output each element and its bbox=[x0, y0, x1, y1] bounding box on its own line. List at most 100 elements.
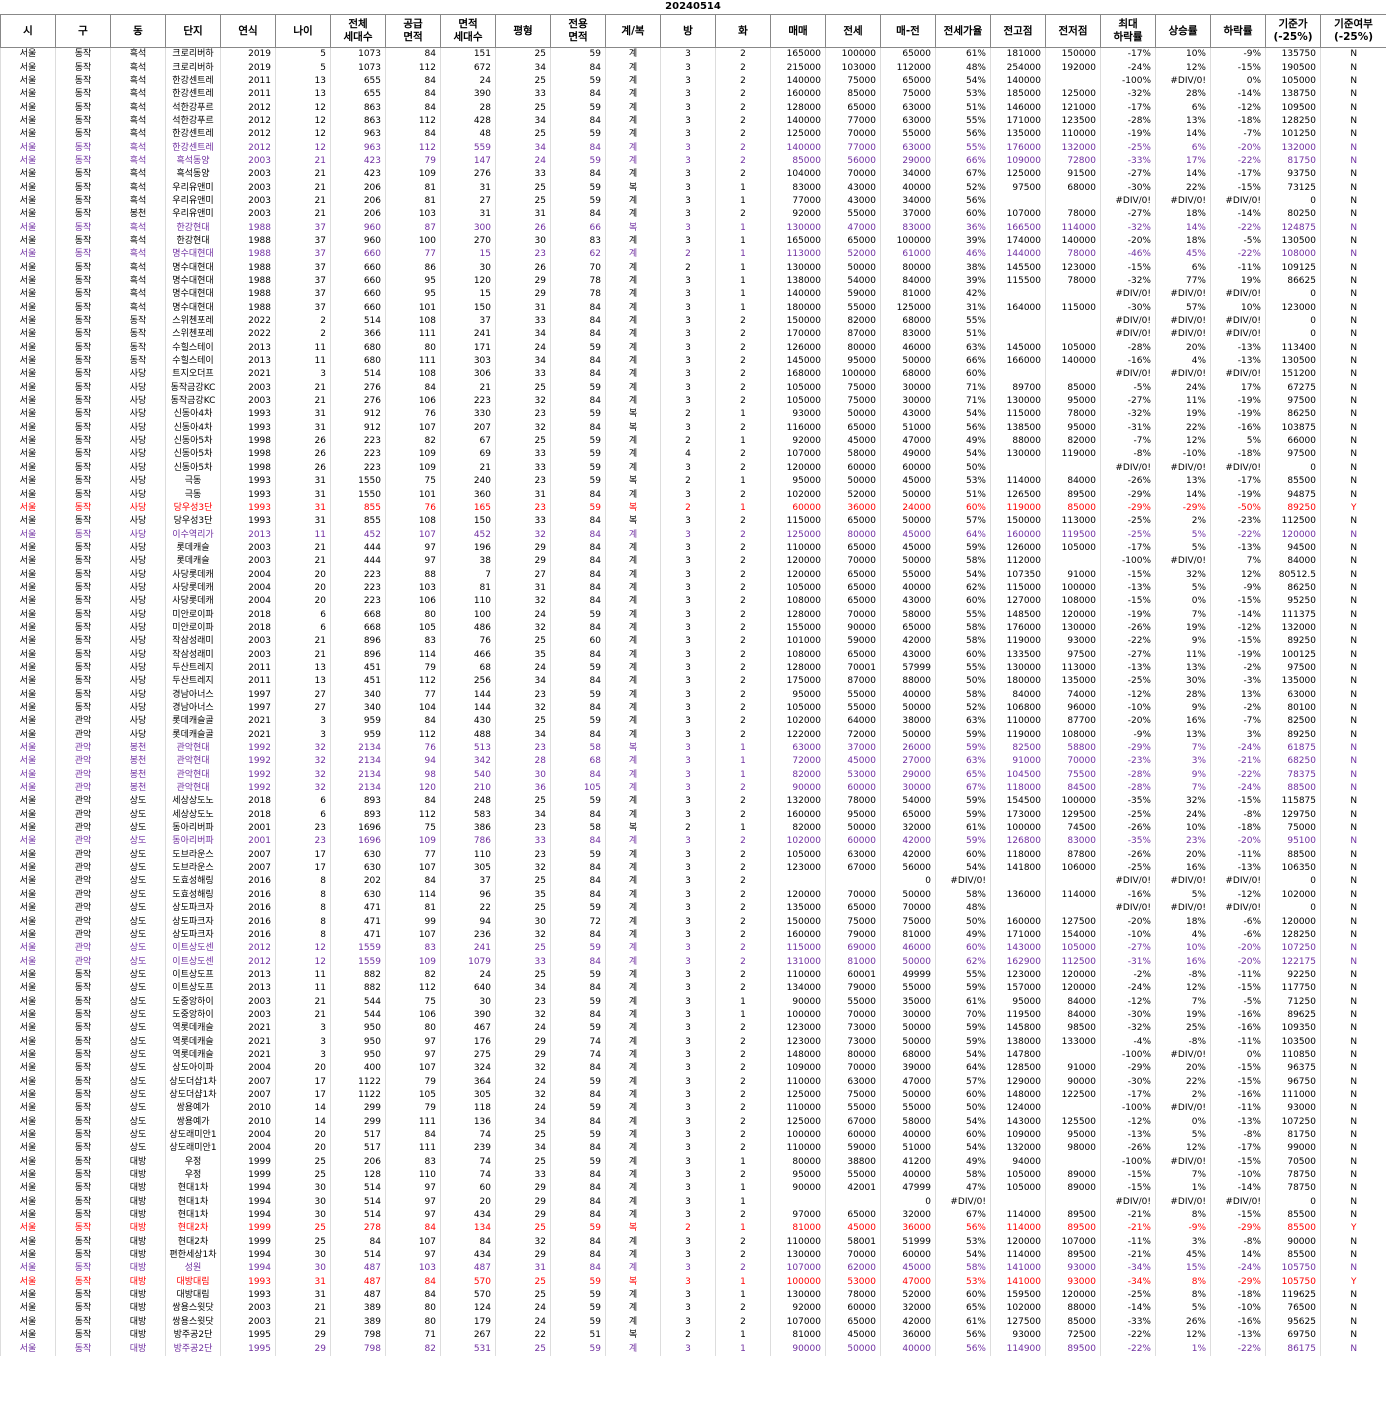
table-cell[interactable]: 75000 bbox=[880, 88, 936, 102]
table-cell[interactable]: 서울 bbox=[0, 1048, 56, 1063]
column-header[interactable]: 매-전 bbox=[880, 14, 936, 48]
table-cell[interactable]: 65000 bbox=[825, 515, 881, 529]
table-cell[interactable]: 동작 bbox=[55, 274, 111, 289]
table-cell[interactable]: 동작 bbox=[55, 1342, 111, 1356]
table-cell[interactable]: -8% bbox=[1210, 1128, 1266, 1143]
table-cell[interactable]: 서울 bbox=[0, 902, 56, 916]
table-cell[interactable]: 55% bbox=[935, 114, 991, 129]
table-cell[interactable]: 174000 bbox=[990, 234, 1046, 249]
table-cell[interactable]: 25 bbox=[495, 1128, 551, 1143]
table-cell[interactable]: -19% bbox=[1100, 128, 1156, 142]
table-cell[interactable]: 37 bbox=[275, 248, 331, 262]
table-cell[interactable]: 관악 bbox=[55, 888, 111, 902]
table-cell[interactable]: 93000 bbox=[1045, 1262, 1101, 1276]
table-cell[interactable]: 26 bbox=[495, 221, 551, 235]
table-cell[interactable]: 2 bbox=[715, 781, 771, 796]
table-cell[interactable]: 7% bbox=[1210, 555, 1266, 569]
table-cell[interactable]: 160000 bbox=[770, 88, 826, 102]
table-cell[interactable]: 30000 bbox=[880, 394, 936, 409]
table-cell[interactable]: -13% bbox=[1210, 541, 1266, 556]
table-cell[interactable]: 상도 bbox=[110, 821, 166, 836]
table-cell[interactable]: 91000 bbox=[1045, 1062, 1101, 1076]
table-cell[interactable]: 5 bbox=[275, 47, 331, 62]
table-cell[interactable]: 이트상도센 bbox=[165, 942, 221, 956]
table-cell[interactable]: -12% bbox=[1210, 621, 1266, 636]
table-cell[interactable]: 2003 bbox=[220, 194, 276, 209]
table-cell[interactable]: 107 bbox=[385, 1062, 441, 1076]
table-cell[interactable]: 동작 bbox=[55, 341, 111, 355]
table-cell[interactable]: 계 bbox=[605, 888, 661, 902]
table-cell[interactable]: 31 bbox=[275, 488, 331, 502]
table-cell[interactable]: 94000 bbox=[990, 1155, 1046, 1169]
table-cell[interactable]: -5% bbox=[1100, 381, 1156, 395]
table-cell[interactable]: 105000 bbox=[1265, 74, 1321, 89]
table-cell[interactable]: 87000 bbox=[825, 675, 881, 689]
table-cell[interactable]: 77000 bbox=[825, 114, 881, 129]
table-cell[interactable]: -28% bbox=[1100, 341, 1156, 355]
table-cell[interactable]: 8 bbox=[275, 902, 331, 916]
table-cell[interactable]: -14% bbox=[1210, 88, 1266, 102]
table-cell[interactable]: 660 bbox=[330, 288, 386, 302]
table-cell[interactable]: 59% bbox=[935, 1022, 991, 1036]
table-cell[interactable]: 2003 bbox=[220, 1315, 276, 1329]
table-cell[interactable]: 40000 bbox=[880, 1168, 936, 1183]
table-cell[interactable]: -22% bbox=[1210, 768, 1266, 782]
table-cell[interactable]: 84 bbox=[550, 1115, 606, 1129]
table-cell[interactable]: 136 bbox=[440, 1115, 496, 1129]
table-cell[interactable]: 105000 bbox=[990, 1182, 1046, 1196]
table-cell[interactable]: 서울 bbox=[0, 248, 56, 262]
table-cell[interactable]: N bbox=[1320, 688, 1386, 702]
table-cell[interactable]: 24 bbox=[495, 1315, 551, 1329]
table-cell[interactable]: 30 bbox=[275, 1262, 331, 1276]
table-cell[interactable]: 서울 bbox=[0, 982, 56, 996]
table-cell[interactable]: 대방 bbox=[110, 1222, 166, 1236]
column-header[interactable]: 전저점 bbox=[1045, 14, 1101, 48]
table-cell[interactable]: 21 bbox=[275, 168, 331, 182]
table-cell[interactable]: 흑석 bbox=[110, 168, 166, 182]
table-cell[interactable]: 95000 bbox=[825, 808, 881, 822]
table-cell[interactable]: 사당 bbox=[110, 595, 166, 609]
table-cell[interactable]: 1 bbox=[715, 1008, 771, 1023]
table-cell[interactable]: 1992 bbox=[220, 755, 276, 769]
table-cell[interactable]: #DIV/0! bbox=[1210, 368, 1266, 382]
table-cell[interactable]: 128000 bbox=[770, 661, 826, 676]
table-cell[interactable]: 55% bbox=[935, 314, 991, 329]
table-cell[interactable]: 3 bbox=[660, 368, 716, 382]
table-cell[interactable]: 40000 bbox=[880, 1342, 936, 1356]
table-cell[interactable]: 동작 bbox=[55, 1142, 111, 1156]
table-cell[interactable]: 37 bbox=[275, 234, 331, 249]
table-cell[interactable]: 84 bbox=[385, 101, 441, 115]
table-cell[interactable]: 서울 bbox=[0, 421, 56, 435]
table-cell[interactable] bbox=[990, 1195, 1046, 1209]
table-cell[interactable]: 559 bbox=[440, 141, 496, 155]
table-cell[interactable]: 84 bbox=[550, 955, 606, 969]
table-cell[interactable]: 동작 bbox=[55, 328, 111, 342]
table-cell[interactable]: 3 bbox=[660, 528, 716, 542]
table-cell[interactable]: -24% bbox=[1210, 741, 1266, 756]
table-cell[interactable]: 206 bbox=[330, 181, 386, 195]
table-cell[interactable]: 64% bbox=[935, 1062, 991, 1076]
table-cell[interactable]: 83000 bbox=[1045, 835, 1101, 849]
table-cell[interactable]: 2021 bbox=[220, 728, 276, 742]
table-cell[interactable]: 120 bbox=[385, 781, 441, 796]
table-cell[interactable]: 62% bbox=[935, 955, 991, 969]
table-cell[interactable]: 25 bbox=[495, 1342, 551, 1356]
table-cell[interactable]: 대방 bbox=[110, 1302, 166, 1316]
table-cell[interactable]: 흑석 bbox=[110, 234, 166, 249]
table-cell[interactable]: 84 bbox=[550, 541, 606, 556]
table-cell[interactable]: 3 bbox=[660, 875, 716, 889]
table-cell[interactable]: 84 bbox=[550, 982, 606, 996]
table-cell[interactable]: 2 bbox=[715, 715, 771, 729]
table-cell[interactable]: 95250 bbox=[1265, 595, 1321, 609]
table-cell[interactable]: N bbox=[1320, 635, 1386, 649]
table-cell[interactable]: 상도 bbox=[110, 1008, 166, 1023]
table-cell[interactable]: 서울 bbox=[0, 915, 56, 929]
table-cell[interactable]: 1559 bbox=[330, 955, 386, 969]
table-cell[interactable]: 85000 bbox=[1045, 1315, 1101, 1329]
table-cell[interactable]: 우리유앤미 bbox=[165, 181, 221, 195]
table-cell[interactable]: 59% bbox=[935, 1035, 991, 1049]
table-cell[interactable]: 동작 bbox=[55, 354, 111, 369]
table-cell[interactable]: 76500 bbox=[1265, 1302, 1321, 1316]
table-cell[interactable]: 2 bbox=[660, 821, 716, 836]
column-header[interactable]: 방 bbox=[660, 14, 716, 48]
